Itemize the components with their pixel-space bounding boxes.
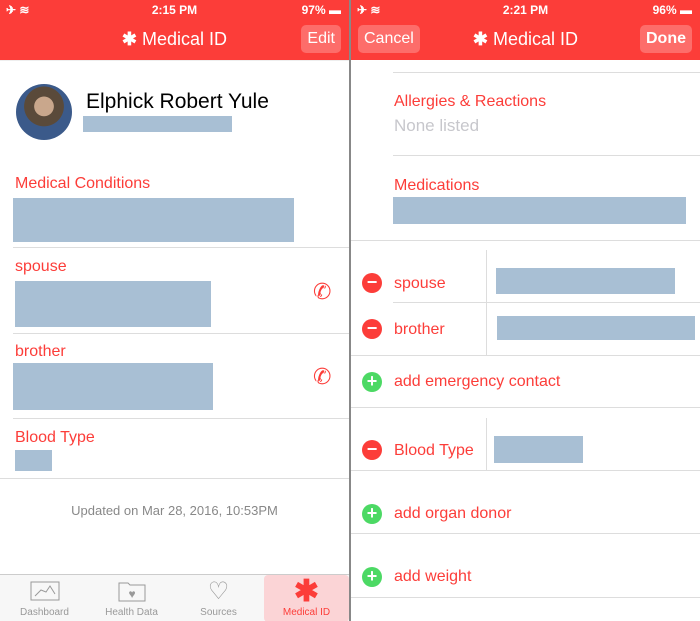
tab-bar: Dashboard ♥ Health Data ♡ Sources ✱ Medical… — [0, 574, 349, 621]
nav-title: ✱ Medical ID — [121, 29, 228, 49]
done-button[interactable]: Done — [640, 25, 692, 53]
tab-medical-id[interactable]: ✱ Medical ID — [264, 575, 349, 621]
updated-timestamp: Updated on Mar 28, 2016, 10:53PM — [71, 503, 278, 518]
contact-relationship[interactable]: brother — [394, 321, 445, 338]
add-organ-donor-button[interactable]: add organ donor — [394, 505, 512, 522]
heart-download-icon: ♡ — [207, 577, 230, 605]
medications-label: Medications — [394, 177, 480, 194]
phone-icon[interactable]: ✆ — [313, 279, 332, 304]
redacted-medications[interactable] — [393, 197, 686, 224]
contact-relationship[interactable]: spouse — [394, 275, 446, 292]
nav-title: ✱ Medical ID — [472, 29, 579, 49]
asterisk-icon: ✱ — [293, 574, 320, 608]
contact-relationship: spouse — [15, 258, 67, 275]
asterisk-icon: ✱ — [472, 29, 489, 49]
avatar — [16, 84, 72, 140]
add-weight-button[interactable]: add weight — [394, 568, 472, 585]
redacted-contact — [15, 281, 211, 327]
remove-blood-type-button[interactable]: − — [362, 440, 382, 460]
redacted-blood-type — [15, 450, 52, 471]
tab-sources[interactable]: ♡ Sources — [176, 575, 261, 621]
redacted-birthdate — [83, 116, 232, 132]
airplane-wifi-icon: ✈ ≋ — [6, 3, 30, 17]
svg-text:♥: ♥ — [128, 587, 135, 601]
nav-bar: ✈ ≋ 2:21 PM 96% ▬ ✱ Medical ID Cancel Do… — [351, 0, 700, 60]
battery: 96% ▬ — [652, 3, 692, 17]
redacted-conditions — [13, 198, 294, 242]
battery: 97% ▬ — [301, 3, 341, 17]
asterisk-icon: ✱ — [121, 29, 138, 49]
contact-relationship: brother — [15, 343, 66, 360]
add-weight-icon[interactable]: + — [362, 567, 382, 587]
allergies-input[interactable]: None listed — [394, 116, 480, 135]
folder-heart-icon: ♥ — [89, 575, 174, 607]
blood-type-label: Blood Type — [394, 442, 474, 459]
add-contact-icon[interactable]: + — [362, 372, 382, 392]
medical-conditions-label: Medical Conditions — [15, 175, 151, 192]
redacted-contact — [13, 363, 213, 410]
redacted-contact[interactable] — [497, 316, 695, 340]
cancel-button[interactable]: Cancel — [358, 25, 420, 53]
remove-contact-button[interactable]: − — [362, 273, 382, 293]
status-time: 2:21 PM — [502, 3, 549, 17]
nav-bar: ✈ ≋ 2:15 PM 97% ▬ ✱ Medical ID Edit — [0, 0, 349, 60]
add-emergency-contact-button[interactable]: add emergency contact — [394, 373, 561, 390]
blood-type-label: Blood Type — [15, 429, 95, 446]
status-time: 2:15 PM — [151, 3, 198, 17]
airplane-wifi-icon: ✈ ≋ — [357, 3, 381, 17]
chart-icon — [2, 575, 87, 607]
phone-icon[interactable]: ✆ — [313, 364, 332, 389]
medical-id-edit-view: ✈ ≋ 2:21 PM 96% ▬ ✱ Medical ID Cancel Do… — [351, 0, 700, 621]
profile-name: Elphick Robert Yule — [86, 90, 269, 113]
medical-id-view: ✈ ≋ 2:15 PM 97% ▬ ✱ Medical ID Edit Elph… — [0, 0, 349, 621]
remove-contact-button[interactable]: − — [362, 319, 382, 339]
tab-dashboard[interactable]: Dashboard — [2, 575, 87, 621]
add-organ-donor-icon[interactable]: + — [362, 504, 382, 524]
edit-button[interactable]: Edit — [301, 25, 341, 53]
tab-health-data[interactable]: ♥ Health Data — [89, 575, 174, 621]
redacted-contact[interactable] — [496, 268, 675, 294]
allergies-label: Allergies & Reactions — [394, 93, 547, 110]
redacted-blood-type[interactable] — [494, 436, 583, 463]
